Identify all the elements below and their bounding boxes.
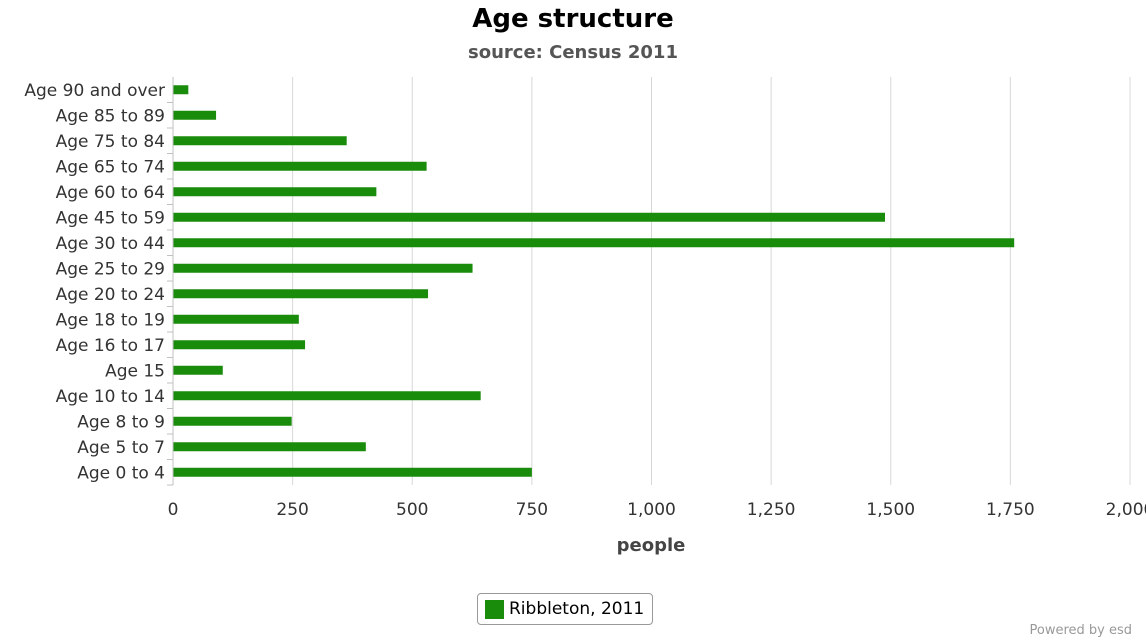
y-category-label: Age 45 to 59 <box>56 208 165 228</box>
axes: 0 250 500 750 1,000 1,250 1,500 1,750 2,000 Age 9… <box>24 77 1146 520</box>
y-category-label: Age 10 to 14 <box>56 387 165 407</box>
bar <box>173 365 223 375</box>
bar <box>173 289 429 299</box>
bar <box>173 442 366 452</box>
y-category-label: Age 20 to 24 <box>56 285 165 305</box>
bar <box>173 187 377 197</box>
y-category-label: Age 65 to 74 <box>56 157 165 177</box>
bar <box>173 416 292 426</box>
x-tick-label: 750 <box>516 500 548 520</box>
y-category-label: Age 5 to 7 <box>77 438 165 458</box>
x-tick-label: 500 <box>396 500 428 520</box>
x-tick-label: 1,500 <box>866 500 915 520</box>
x-tick-label: 1,000 <box>627 500 676 520</box>
bar <box>173 136 347 146</box>
y-category-label: Age 75 to 84 <box>56 132 165 152</box>
bar <box>173 314 299 324</box>
y-category-label: Age 15 <box>105 361 165 381</box>
credit-text[interactable]: Powered by esd <box>1029 623 1132 638</box>
chart-subtitle: source: Census 2011 <box>468 42 678 63</box>
y-category-label: Age 16 to 17 <box>56 336 165 356</box>
bar <box>173 110 217 120</box>
y-category-label: Age 30 to 44 <box>56 234 165 254</box>
x-tick-label: 250 <box>276 500 308 520</box>
legend[interactable]: Ribbleton, 2011 <box>477 593 654 625</box>
bar <box>173 391 481 401</box>
y-category-label: Age 8 to 9 <box>77 412 165 432</box>
bar <box>173 263 473 273</box>
y-category-label: Age 85 to 89 <box>56 106 165 126</box>
chart-title: Age structure <box>472 4 674 34</box>
legend-swatch <box>485 599 504 619</box>
bar <box>173 340 306 350</box>
y-category-label: Age 0 to 4 <box>77 463 165 483</box>
x-tick-label: 1,250 <box>747 500 796 520</box>
bar <box>173 161 427 171</box>
y-category-label: Age 60 to 64 <box>56 183 165 203</box>
y-category-label: Age 90 and over <box>24 81 165 101</box>
bar <box>173 85 189 95</box>
grid-lines <box>292 77 1131 485</box>
x-tick-label: 2,000 <box>1106 500 1146 520</box>
x-tick-label: 1,750 <box>986 500 1035 520</box>
legend-label: Ribbleton, 2011 <box>509 599 645 619</box>
x-axis-title: people <box>617 535 686 556</box>
bar <box>173 212 886 222</box>
x-tick-label: 0 <box>168 500 179 520</box>
bar <box>173 467 532 477</box>
y-category-label: Age 18 to 19 <box>56 310 165 330</box>
y-category-label: Age 25 to 29 <box>56 259 165 279</box>
bars <box>173 85 1015 477</box>
bar <box>173 238 1015 248</box>
